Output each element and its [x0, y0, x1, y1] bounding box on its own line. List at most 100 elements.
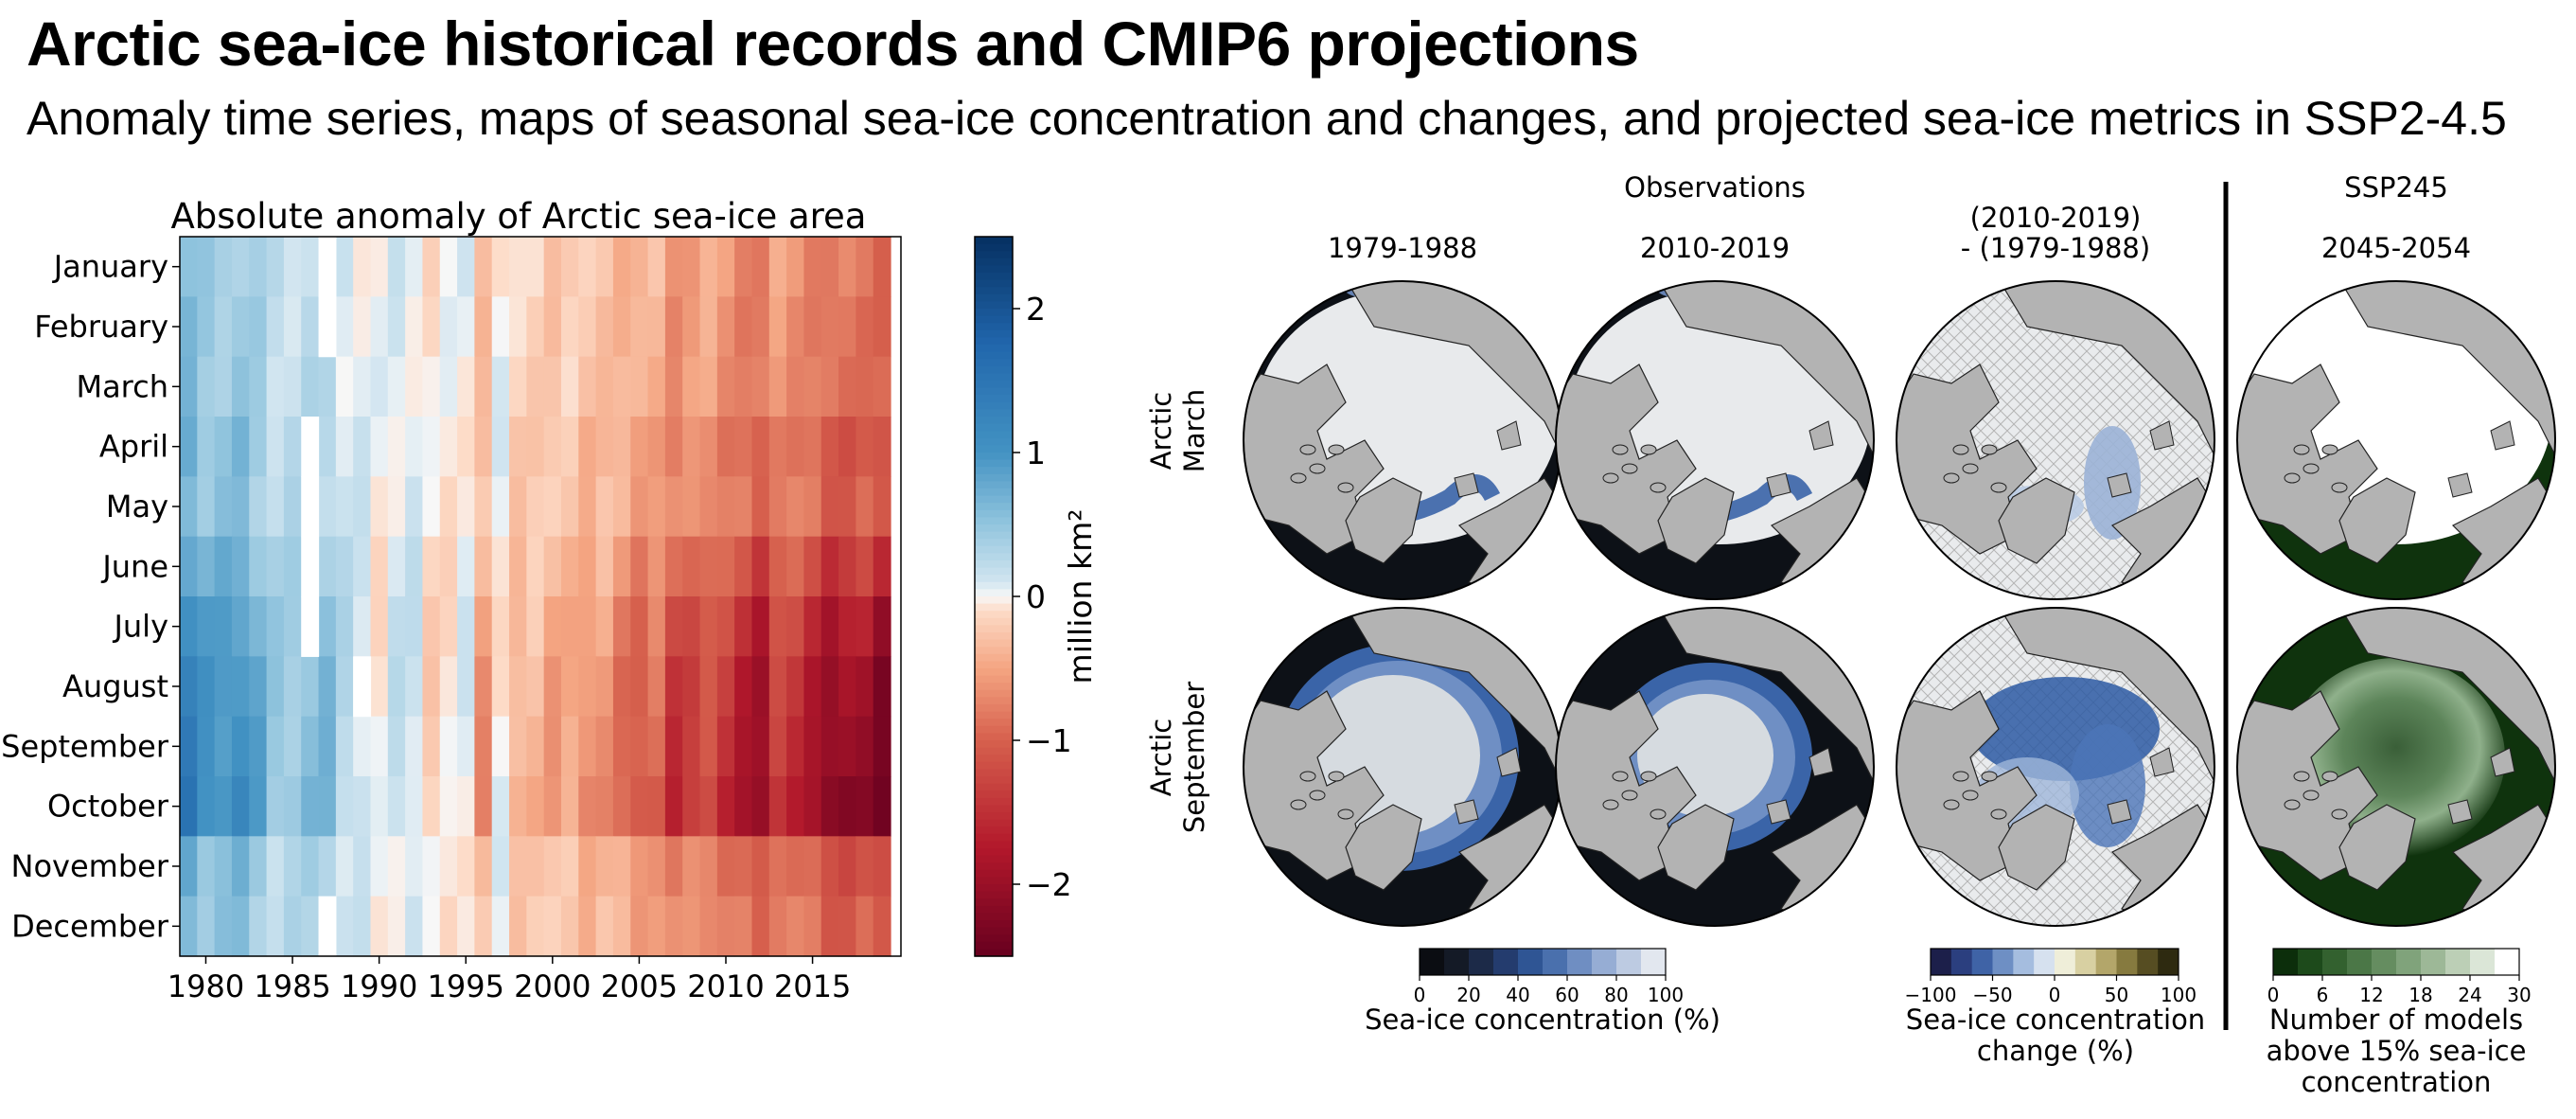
- colorbar-segment: [975, 949, 1013, 957]
- heatmap-cell-february-1982: [231, 296, 250, 358]
- heatmap-cell-october-2018: [856, 776, 874, 837]
- cbar-models-tick-5: 30: [2507, 984, 2531, 1006]
- heatmap-cell-february-2002: [578, 296, 597, 358]
- heatmap-cell-september-2019: [873, 716, 891, 777]
- heatmap-cell-april-2010: [716, 417, 735, 477]
- heatmap-cell-august-1980: [197, 656, 216, 718]
- heatmap-cell-august-2014: [786, 656, 805, 718]
- month-label-april: April: [99, 429, 168, 465]
- heatmap-cell-march-2007: [664, 356, 683, 417]
- heatmap-cell-february-1996: [474, 296, 493, 358]
- heatmap-cell-april-1993: [422, 417, 441, 477]
- heatmap-cell-july-1994: [439, 596, 458, 657]
- heatmap-cell-april-2014: [786, 417, 805, 477]
- month-label-january: January: [52, 249, 168, 285]
- heatmap-cell-february-1981: [214, 296, 233, 358]
- heatmap-cell-may-2007: [664, 476, 683, 538]
- colorbar-segment: [975, 329, 1013, 338]
- colorbar-segment: [975, 611, 1013, 619]
- heatmap-cell-march-1996: [474, 356, 493, 417]
- heatmap-cell-june-1979: [180, 536, 198, 597]
- heatmap-cell-july-1993: [422, 596, 441, 657]
- heatmap-cell-october-1986: [301, 776, 320, 837]
- colorbar-segment: [975, 848, 1013, 857]
- colorbar-segment: [975, 345, 1013, 353]
- heatmap-cell-december-1982: [231, 896, 250, 957]
- concentration-colorbar: 0 20 40 60 80 100: [1414, 948, 1684, 1006]
- heatmap-cell-january-1996: [474, 237, 493, 297]
- colorbar-segment: [975, 683, 1013, 691]
- heatmap-cell-december-1983: [249, 896, 268, 957]
- heatmap-cell-march-1998: [509, 356, 527, 417]
- heatmap-cell-may-2009: [699, 476, 718, 538]
- heatmap-cell-november-1994: [439, 836, 458, 897]
- x-tick-1990: 1990: [341, 968, 417, 1004]
- heatmap-cell-march-1981: [214, 356, 233, 417]
- heatmap-cell-december-1986: [301, 896, 320, 957]
- heatmap-cell-may-2001: [560, 476, 579, 538]
- map-september-ssp245-outline: [2236, 607, 2556, 927]
- heatmap-cell-august-2007: [664, 656, 683, 718]
- heatmap-cell-august-1998: [509, 656, 527, 718]
- heatmap-cell-february-2005: [630, 296, 649, 358]
- heatmap-cell-may-1989: [353, 476, 372, 538]
- x-tick-2010: 2010: [687, 968, 764, 1004]
- heatmap-cell-march-2001: [560, 356, 579, 417]
- heatmap-cell-january-1995: [457, 237, 475, 297]
- heatmap-cell-february-1990: [370, 296, 389, 358]
- heatmap-cell-november-1998: [509, 836, 527, 897]
- heatmap-cell-january-2000: [543, 237, 562, 297]
- heatmap-cell-may-2017: [838, 476, 856, 538]
- heatmap-cell-january-2019: [873, 237, 891, 297]
- heatmap-cell-october-1980: [197, 776, 216, 837]
- colorbar-segment: [975, 524, 1013, 533]
- cbar-conc-segment: [1518, 949, 1544, 975]
- heatmap-cell-may-2015: [803, 476, 822, 538]
- heatmap-cell-april-1984: [266, 417, 285, 477]
- colorbar-segment: [975, 495, 1013, 504]
- heatmap-cell-may-2000: [543, 476, 562, 538]
- heatmap-cell-february-2017: [838, 296, 856, 358]
- heatmap-cell-september-1997: [491, 716, 510, 777]
- cbar-conc-segment: [1543, 949, 1568, 975]
- heatmap-cell-may-1980: [197, 476, 216, 538]
- heatmap-cell-march-2009: [699, 356, 718, 417]
- heatmap-cell-april-1995: [457, 417, 475, 477]
- heatmap-cell-july-2008: [682, 596, 701, 657]
- heatmap-cell-april-2013: [768, 417, 787, 477]
- heatmap-frame: [179, 236, 902, 957]
- colorbar-segment: [975, 783, 1013, 791]
- map-september-2010-2019: [1556, 608, 1874, 926]
- heatmap-cell-november-2013: [768, 836, 787, 897]
- colorbar-segment: [975, 733, 1013, 741]
- heatmap-missing-cell: [301, 417, 320, 477]
- heatmap-cell-may-2010: [716, 476, 735, 538]
- heatmap-cell-november-1980: [197, 836, 216, 897]
- heatmap-cell-july-1987: [318, 596, 337, 657]
- anomaly-colorbar-ticks: 2 1 0 −1 −2: [1013, 291, 1072, 903]
- colorbar-segment: [975, 467, 1013, 475]
- heatmap-cell-april-2005: [630, 417, 649, 477]
- heatmap-cell-august-1997: [491, 656, 510, 718]
- heatmap-cell-october-2003: [595, 776, 614, 837]
- heatmap-cell-may-2012: [751, 476, 770, 538]
- heatmap-cell-december-1992: [405, 896, 424, 957]
- heatmap-cell-october-1988: [335, 776, 354, 837]
- heatmap-cell-february-1991: [387, 296, 406, 358]
- heatmap-cell-may-1998: [509, 476, 527, 538]
- heatmap-cell-march-1980: [197, 356, 216, 417]
- colorbar-segment: [975, 668, 1013, 677]
- heatmap-cell-december-1994: [439, 896, 458, 957]
- heatmap-cell-december-1984: [266, 896, 285, 957]
- heatmap-cell-july-2002: [578, 596, 597, 657]
- colorbar-segment: [975, 373, 1013, 382]
- heatmap-cell-may-2002: [578, 476, 597, 538]
- heatmap-cell-december-1990: [370, 896, 389, 957]
- heatmap-cell-february-1999: [526, 296, 545, 358]
- heatmap-cell-february-2012: [751, 296, 770, 358]
- colorbar-segment: [975, 819, 1013, 827]
- heatmap-cell-october-2004: [612, 776, 631, 837]
- colorbar-segment: [975, 617, 1013, 626]
- heatmap-cell-july-1983: [249, 596, 268, 657]
- map-september-1979-1988: [1244, 608, 1561, 926]
